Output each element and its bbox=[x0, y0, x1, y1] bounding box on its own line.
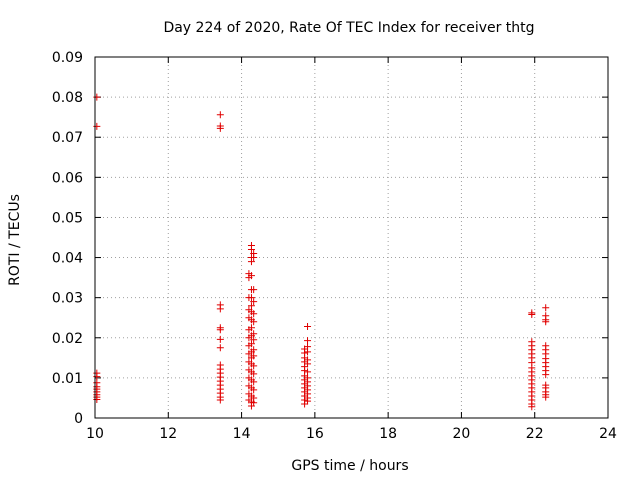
data-point bbox=[93, 373, 101, 381]
data-point bbox=[542, 318, 550, 326]
data-point bbox=[216, 124, 224, 132]
data-point bbox=[528, 311, 536, 319]
x-axis-label: GPS time / hours bbox=[291, 458, 408, 474]
y-tick-label: 0.01 bbox=[52, 371, 83, 387]
y-tick-label: 0 bbox=[74, 411, 83, 427]
data-point bbox=[93, 122, 101, 130]
x-tick-label: 20 bbox=[453, 426, 471, 442]
y-tick-label: 0.04 bbox=[52, 251, 83, 267]
data-point bbox=[216, 396, 224, 404]
data-point bbox=[247, 302, 255, 310]
data-point bbox=[216, 326, 224, 334]
data-point bbox=[304, 360, 312, 368]
data-point bbox=[304, 397, 312, 405]
y-axis-label: ROTI / TECUs bbox=[7, 194, 23, 286]
plot-frame bbox=[94, 56, 609, 419]
y-tick-label: 0.05 bbox=[52, 210, 83, 226]
y-tick-label: 0.02 bbox=[52, 331, 83, 347]
data-point bbox=[216, 335, 224, 343]
data-point bbox=[216, 344, 224, 352]
x-tick-label: 22 bbox=[526, 426, 544, 442]
x-tick-label: 12 bbox=[159, 426, 177, 442]
data-point bbox=[250, 346, 258, 354]
y-tick-label: 0.08 bbox=[52, 90, 83, 106]
data-point bbox=[247, 258, 255, 266]
data-point bbox=[250, 378, 258, 386]
data-point bbox=[250, 352, 258, 360]
chart-title: Day 224 of 2020, Rate Of TEC Index for r… bbox=[163, 20, 534, 36]
y-tick-label: 0.03 bbox=[52, 291, 83, 307]
data-point bbox=[216, 305, 224, 313]
data-point bbox=[542, 371, 550, 379]
x-tick-label: 14 bbox=[233, 426, 251, 442]
data-point bbox=[304, 323, 312, 331]
data-point bbox=[247, 294, 255, 302]
data-point bbox=[528, 403, 536, 411]
y-tick-label: 0.09 bbox=[52, 50, 83, 66]
data-point bbox=[250, 298, 258, 306]
data-point bbox=[250, 386, 258, 394]
data-point bbox=[247, 324, 255, 332]
y-tick-label: 0.07 bbox=[52, 130, 83, 146]
data-point bbox=[542, 304, 550, 312]
data-point bbox=[250, 310, 258, 318]
data-point bbox=[93, 93, 101, 101]
data-point bbox=[250, 318, 258, 326]
y-tick-label: 0.06 bbox=[52, 170, 83, 186]
data-point bbox=[542, 393, 550, 401]
grid bbox=[95, 57, 608, 418]
x-tick-label: 24 bbox=[599, 426, 617, 442]
data-point bbox=[250, 399, 258, 407]
data-point bbox=[247, 272, 255, 280]
axis-ticks: 10 12 14 16 18 20 22 24 0 0.01 0.02 0.03 0.04 0.05 0.0… bbox=[52, 50, 617, 442]
data-point bbox=[247, 340, 255, 348]
x-tick-label: 10 bbox=[86, 426, 104, 442]
x-tick-label: 18 bbox=[379, 426, 397, 442]
x-tick-label: 16 bbox=[306, 426, 324, 442]
data-point bbox=[304, 368, 312, 376]
data-point bbox=[250, 362, 258, 370]
data-point bbox=[250, 254, 258, 262]
data-point bbox=[250, 336, 258, 344]
data-point bbox=[250, 330, 258, 338]
data-point bbox=[93, 396, 101, 404]
data-points bbox=[93, 93, 550, 411]
data-point bbox=[250, 370, 258, 378]
data-point bbox=[304, 337, 312, 345]
data-point bbox=[247, 246, 255, 254]
data-point bbox=[304, 348, 312, 356]
data-point bbox=[250, 286, 258, 294]
data-point bbox=[216, 111, 224, 119]
